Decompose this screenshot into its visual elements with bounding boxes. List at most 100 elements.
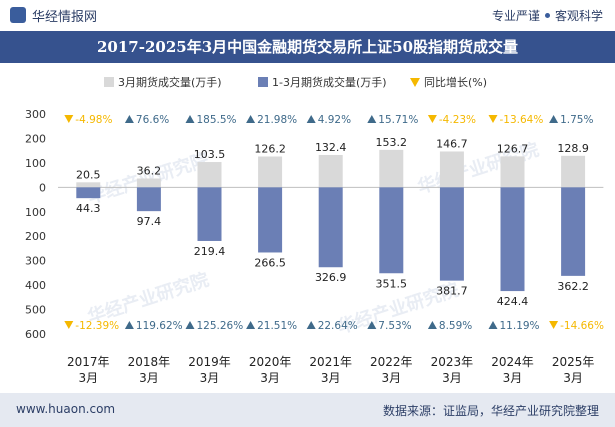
y-tick-label: 300 — [25, 108, 46, 121]
bar-march — [439, 151, 464, 188]
growth-label-march: 15.71% — [378, 114, 418, 126]
dot-icon — [544, 13, 550, 18]
data-label-q1: 266.5 — [254, 256, 286, 269]
x-tick-label-month: 3月 — [563, 371, 583, 385]
data-label-march: 20.5 — [76, 168, 101, 181]
growth-up-icon — [488, 321, 498, 329]
growth-label-q1: 7.53% — [378, 320, 411, 332]
data-label-march: 146.7 — [436, 137, 468, 150]
growth-up-icon — [306, 115, 316, 123]
x-tick-label-month: 3月 — [78, 371, 98, 385]
x-tick-label-year: 2017年 — [67, 355, 110, 369]
website-label: www.huaon.com — [16, 402, 116, 416]
y-tick-label: 400 — [25, 279, 46, 292]
bar-q1 — [500, 187, 525, 292]
growth-label-march: -4.98% — [75, 114, 112, 126]
growth-label-q1: -12.39% — [75, 320, 119, 332]
y-tick-label: 200 — [25, 132, 46, 145]
data-label-q1: 362.2 — [557, 280, 589, 293]
growth-up-icon — [367, 321, 377, 329]
growth-label-q1: 22.64% — [318, 320, 358, 332]
y-tick-label: 0 — [39, 181, 46, 194]
legend-swatch-q1 — [258, 77, 268, 87]
growth-label-march: -4.23% — [439, 114, 476, 126]
bar-march — [379, 149, 404, 188]
data-label-q1: 219.4 — [194, 245, 226, 258]
growth-label-q1: -14.66% — [560, 320, 604, 332]
data-label-q1: 97.4 — [137, 215, 162, 228]
growth-up-icon — [306, 321, 316, 329]
logo-icon — [10, 7, 26, 23]
growth-label-q1: 125.26% — [197, 320, 244, 332]
x-tick-label-month: 3月 — [381, 371, 401, 385]
tagline-left: 专业严谨 — [491, 9, 540, 23]
y-tick-label: 100 — [25, 206, 46, 219]
growth-up-icon — [367, 115, 377, 123]
tagline-right: 客观科学 — [554, 9, 603, 23]
legend-triangle-icon — [410, 78, 420, 87]
bar-march — [197, 162, 222, 188]
growth-label-q1: 11.19% — [500, 320, 540, 332]
top-bar: 华经情报网 专业严谨 客观科学 — [0, 0, 615, 30]
legend-label-growth: 同比增长(%) — [424, 75, 487, 89]
data-label-q1: 351.5 — [376, 277, 408, 290]
bar-march — [561, 155, 586, 188]
x-tick-label-month: 3月 — [442, 371, 462, 385]
growth-up-icon — [124, 321, 134, 329]
growth-label-q1: 8.59% — [439, 320, 472, 332]
x-tick-label-year: 2024年 — [491, 355, 534, 369]
source-label: 数据来源：证监局，华经产业研究院整理 — [382, 404, 599, 418]
legend-swatch-march — [104, 77, 114, 87]
legend-label-q1: 1-3月期货成交量(万手) — [272, 75, 387, 89]
data-label-march: 126.2 — [254, 142, 286, 155]
growth-down-icon — [488, 115, 498, 123]
growth-up-icon — [124, 115, 134, 123]
bar-q1 — [136, 187, 161, 212]
bar-q1 — [379, 187, 404, 274]
legend-label-march: 3月期货成交量(万手) — [118, 75, 222, 89]
growth-label-march: 76.6% — [136, 114, 169, 126]
y-tick-label: 500 — [25, 304, 46, 317]
growth-up-icon — [246, 115, 256, 123]
data-label-march: 103.5 — [194, 148, 226, 161]
bar-q1 — [76, 187, 101, 199]
bar-march — [258, 156, 283, 188]
bar-q1 — [197, 187, 222, 241]
data-label-march: 132.4 — [315, 141, 347, 154]
growth-up-icon — [549, 115, 559, 123]
bar-q1 — [439, 187, 464, 281]
bar-march — [76, 182, 101, 188]
x-tick-label-year: 2022年 — [370, 355, 413, 369]
chart: 华经产业研究院华经产业研究院华经产业研究院华经产业研究院3月期货成交量(万手)1… — [25, 75, 604, 385]
bar-q1 — [318, 187, 343, 268]
x-tick-label-month: 3月 — [260, 371, 280, 385]
data-label-march: 126.7 — [497, 142, 529, 155]
x-tick-label-year: 2020年 — [249, 355, 292, 369]
x-tick-label-year: 2019年 — [188, 355, 231, 369]
growth-down-icon — [549, 321, 559, 329]
y-tick-label: 200 — [25, 230, 46, 243]
x-tick-label-year: 2021年 — [309, 355, 352, 369]
growth-down-icon — [64, 321, 74, 329]
growth-up-icon — [427, 321, 437, 329]
bar-march — [136, 178, 161, 188]
y-tick-label: 300 — [25, 255, 46, 268]
x-tick-label-year: 2018年 — [128, 355, 171, 369]
data-label-q1: 381.7 — [436, 285, 468, 298]
growth-up-icon — [246, 321, 256, 329]
growth-up-icon — [185, 115, 195, 123]
title-bar: 2017-2025年3月中国金融期货交易所上证50股指期货成交量 — [0, 31, 615, 63]
tagline: 专业严谨 客观科学 — [492, 7, 603, 24]
growth-label-march: 185.5% — [197, 114, 237, 126]
bar-q1 — [561, 187, 586, 276]
x-tick-label-year: 2025年 — [552, 355, 595, 369]
x-tick-label-month: 3月 — [139, 371, 159, 385]
growth-label-q1: 119.62% — [136, 320, 183, 332]
growth-label-march: 1.75% — [560, 114, 593, 126]
y-tick-label: 600 — [25, 328, 46, 341]
x-tick-label-month: 3月 — [321, 371, 341, 385]
growth-label-march: 4.92% — [318, 114, 351, 126]
data-label-q1: 424.4 — [497, 295, 529, 308]
data-label-q1: 44.3 — [76, 202, 101, 215]
x-tick-label-year: 2023年 — [431, 355, 474, 369]
